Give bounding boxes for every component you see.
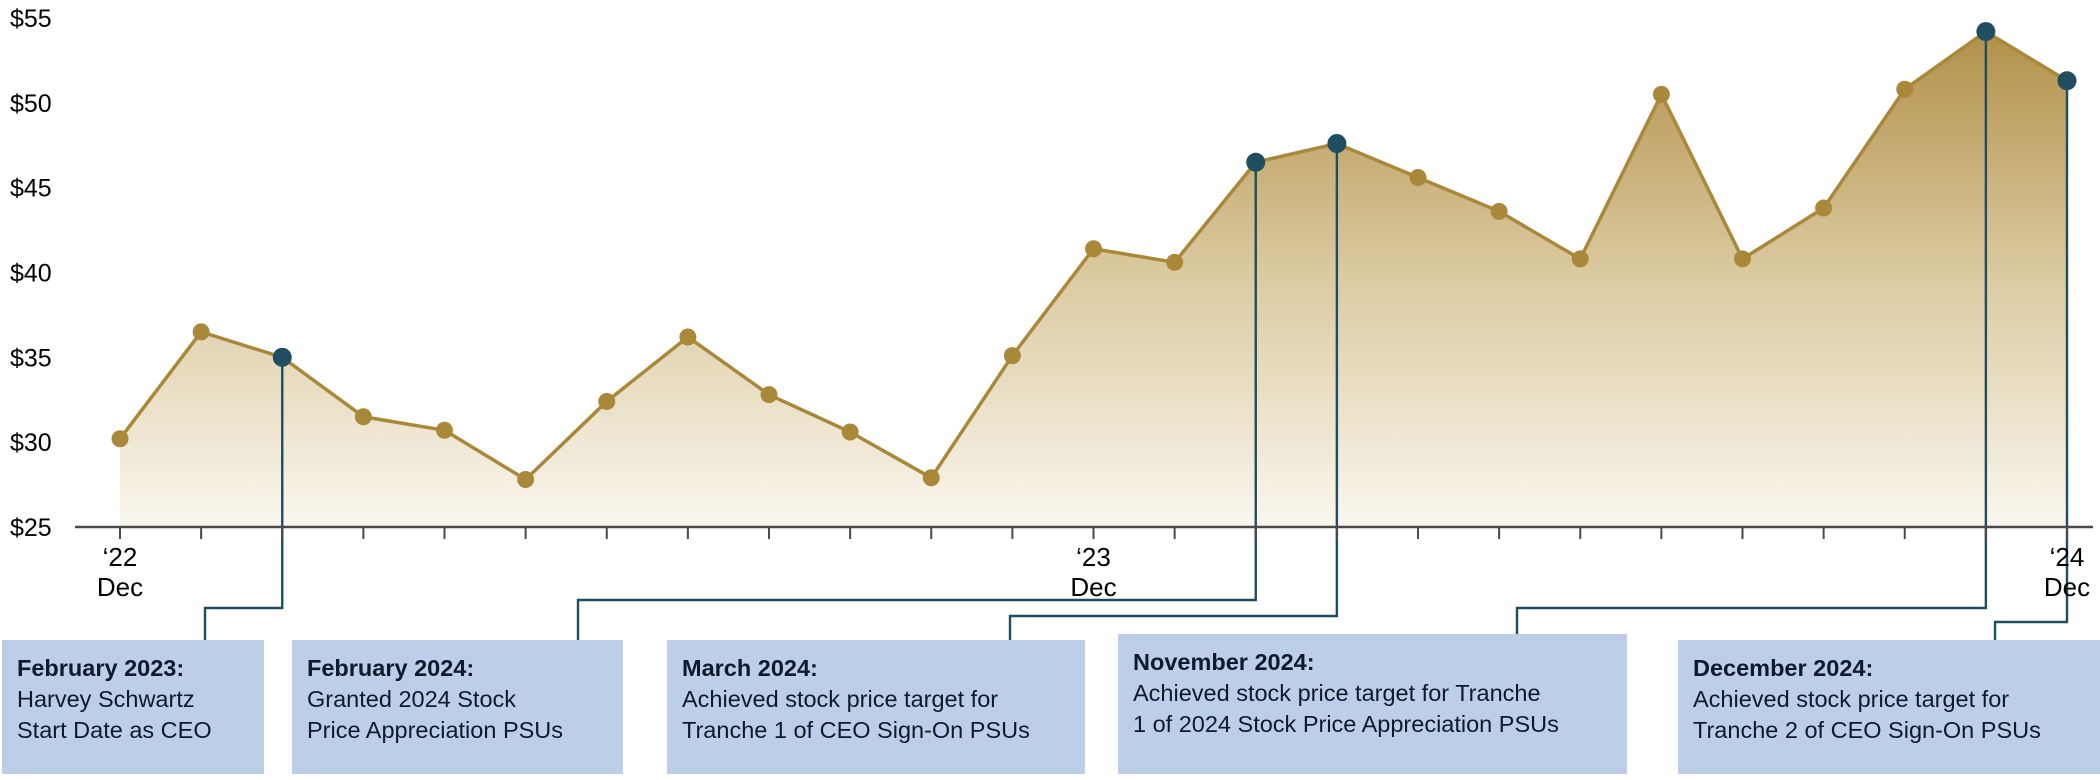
x-axis-label-year: ‘23 <box>1076 542 1111 572</box>
callout-text-line: Achieved stock price target for <box>1693 686 2010 712</box>
callout-text-line: Achieved stock price target for Tranche <box>1133 680 1541 706</box>
callout-november-2024: November 2024: Achieved stock price targ… <box>1118 634 1627 774</box>
callout-text-line: Harvey Schwartz <box>17 686 195 712</box>
callout-text-line: Tranche 1 of CEO Sign-On PSUs <box>682 717 1030 743</box>
callout-title: March 2024: <box>682 655 818 681</box>
y-axis-label: $45 <box>10 175 52 203</box>
data-point-dot <box>192 323 210 341</box>
callout-title: December 2024: <box>1693 655 1874 681</box>
data-point-dot <box>598 392 616 410</box>
data-point-dot <box>436 421 453 439</box>
callout-connector-line <box>1993 80 2069 640</box>
data-point-dot <box>517 470 535 488</box>
y-axis-label: $35 <box>10 344 52 372</box>
callout-december-2024: December 2024: Achieved stock price targ… <box>1678 640 2100 774</box>
y-axis-label: $30 <box>10 429 52 457</box>
callout-february-2023: February 2023: Harvey Schwartz Start Dat… <box>2 640 264 774</box>
y-axis-label: $50 <box>10 90 52 118</box>
callout-text-line: Achieved stock price target for <box>682 686 999 712</box>
callout-march-2024: March 2024: Achieved stock price target … <box>667 640 1085 774</box>
callout-text-line: 1 of 2024 Stock Price Appreciation PSUs <box>1133 711 1559 737</box>
data-point-dot <box>1003 347 1021 365</box>
data-point-dot <box>841 423 859 441</box>
event-point-dot <box>1327 134 1347 154</box>
callout-connector-line <box>1008 143 1339 640</box>
data-point-dot <box>1571 250 1589 268</box>
x-axis-label-year: ‘24 <box>2050 542 2085 572</box>
callout-text-line: Price Appreciation PSUs <box>307 717 564 743</box>
callout-connector-line <box>576 162 1257 640</box>
area-fill <box>120 31 2067 527</box>
callout-february-2024: February 2024: Granted 2024 Stock Price … <box>292 640 623 774</box>
data-point-dot <box>354 408 372 426</box>
data-point-dot <box>679 328 697 346</box>
data-point-dot <box>1085 240 1102 258</box>
event-point-dot <box>2057 71 2077 91</box>
y-axis-label: $40 <box>10 260 52 288</box>
y-axis-label: $55 <box>10 5 52 33</box>
data-point-dot <box>1166 253 1184 271</box>
data-point-dot <box>922 469 940 487</box>
data-point-dot <box>1734 250 1751 268</box>
data-point-dot <box>1409 168 1427 186</box>
callout-text-line: Start Date as CEO <box>17 717 212 743</box>
data-point-dot <box>1815 199 1833 217</box>
callout-text-line: Granted 2024 Stock <box>307 686 517 712</box>
data-point-dot <box>1490 202 1508 220</box>
x-axis-label-year: ‘22 <box>103 542 138 572</box>
x-axis-label-month: Dec <box>97 572 143 602</box>
callout-title: November 2024: <box>1133 649 1315 675</box>
callout-connector-line <box>1515 31 1988 634</box>
event-point-dot <box>272 347 292 367</box>
data-point-dot <box>1896 80 1914 98</box>
x-axis-label-month: Dec <box>2044 572 2090 602</box>
callout-title: February 2023: <box>17 655 185 681</box>
data-point-dot <box>111 430 129 448</box>
event-point-dot <box>1976 22 1996 42</box>
callout-connector-line <box>203 357 284 640</box>
callout-title: February 2024: <box>307 655 475 681</box>
callout-text-line: Tranche 2 of CEO Sign-On PSUs <box>1693 717 2041 743</box>
event-point-dot <box>1246 152 1266 172</box>
data-point-dot <box>1652 85 1670 103</box>
data-point-dot <box>760 386 778 404</box>
y-axis-label: $25 <box>10 514 52 542</box>
x-axis-label-month: Dec <box>1070 572 1116 602</box>
